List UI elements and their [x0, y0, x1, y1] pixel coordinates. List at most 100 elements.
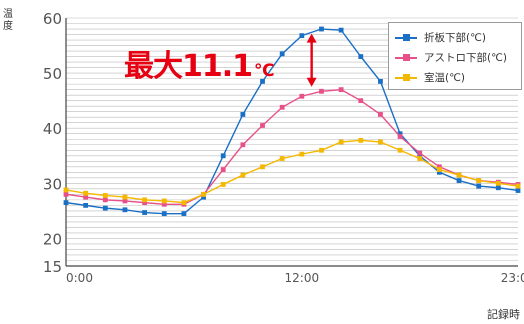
data-point	[220, 167, 226, 172]
y-tick-label: 40	[43, 120, 62, 138]
series-line-2	[65, 139, 519, 204]
data-point	[240, 112, 246, 117]
tick-labels: 15 20 30 40 50 60 0:00 12:00 23:00	[43, 10, 524, 285]
annotation-value: 最大11.1	[124, 49, 253, 84]
data-point	[102, 205, 108, 211]
y-tick-label: 50	[43, 65, 62, 83]
data-point	[319, 26, 324, 32]
data-point	[299, 93, 305, 99]
data-point	[358, 98, 364, 104]
data-point	[83, 194, 89, 200]
data-point	[397, 147, 403, 153]
data-point	[338, 27, 344, 33]
y-tick-label: 20	[43, 230, 62, 248]
data-point	[495, 180, 501, 186]
y-axis-label: 温度	[3, 9, 13, 32]
y-tick-label: 60	[43, 10, 62, 28]
legend-label: 折板下部(℃)	[424, 32, 486, 44]
data-point	[161, 198, 167, 204]
data-point	[142, 197, 148, 203]
x-axis-label: 記録時	[487, 308, 520, 321]
data-point	[417, 153, 423, 159]
data-point	[260, 164, 265, 170]
data-point	[142, 200, 148, 206]
data-point	[161, 211, 167, 217]
max-difference-annotation: 最大11.1 ℃	[124, 41, 275, 85]
y-tick-label: 15	[43, 258, 62, 276]
legend: 折板下部(℃) アストロ下部(℃) 室温(℃)	[388, 22, 522, 90]
data-point	[397, 134, 403, 139]
data-point	[102, 193, 108, 198]
series-lines	[63, 26, 521, 217]
legend-label: アストロ下部(℃)	[424, 52, 507, 64]
data-point	[417, 150, 423, 156]
data-point	[436, 169, 442, 175]
data-point	[181, 200, 187, 206]
data-point	[201, 191, 206, 197]
legend-label: 室温(℃)	[424, 72, 465, 84]
data-point	[515, 188, 521, 193]
data-point	[378, 112, 383, 117]
x-tick-label: 12:00	[285, 271, 320, 285]
data-point	[299, 151, 305, 157]
data-point	[279, 104, 285, 110]
arrow-head-top	[306, 33, 317, 43]
data-point	[436, 167, 442, 172]
data-point	[397, 131, 403, 137]
data-point	[358, 137, 364, 143]
arrow-head-bottom	[306, 77, 317, 87]
data-point	[220, 182, 226, 187]
data-point	[456, 172, 462, 178]
data-point	[378, 139, 383, 145]
data-point	[122, 207, 128, 213]
data-point	[201, 194, 206, 200]
data-point	[63, 187, 69, 193]
annotation-unit: ℃	[254, 61, 275, 81]
legend-marker-icon	[403, 74, 410, 81]
legend-marker-icon	[403, 54, 410, 61]
x-tick-label: 0:00	[66, 271, 93, 285]
legend-item-series-0: 折板下部(℃)	[389, 29, 521, 47]
data-point	[338, 139, 344, 145]
data-point	[319, 147, 324, 153]
data-point	[417, 156, 423, 161]
data-point	[279, 51, 285, 57]
data-point	[378, 78, 383, 84]
data-point	[102, 197, 108, 203]
annotation-arrow	[306, 33, 317, 87]
data-point	[161, 201, 167, 207]
x-tick-label: 23:00	[501, 271, 524, 285]
data-point	[476, 178, 482, 183]
data-point	[338, 87, 344, 93]
series-line-0	[65, 28, 519, 215]
axes	[65, 18, 518, 267]
data-point	[319, 88, 324, 94]
data-point	[142, 210, 148, 215]
data-point	[456, 178, 462, 183]
data-point	[260, 78, 265, 84]
series-line-1	[65, 88, 519, 205]
data-point	[63, 200, 69, 206]
data-point	[83, 190, 89, 196]
data-point	[122, 198, 128, 204]
y-tick-label: 30	[43, 175, 62, 193]
data-point	[83, 202, 89, 208]
data-point	[122, 194, 128, 200]
data-point	[436, 164, 442, 170]
data-point	[279, 156, 285, 161]
data-point	[476, 183, 482, 189]
legend-item-series-1: アストロ下部(℃)	[389, 49, 521, 67]
data-point	[240, 142, 246, 148]
data-point	[220, 153, 226, 159]
data-point	[240, 172, 246, 178]
data-point	[515, 183, 521, 189]
legend-item-series-2: 室温(℃)	[389, 69, 521, 87]
data-point	[181, 211, 187, 217]
data-point	[260, 123, 265, 128]
data-point	[299, 33, 305, 39]
data-point	[358, 54, 364, 59]
data-point	[495, 185, 501, 191]
data-point	[63, 191, 69, 197]
legend-marker-icon	[403, 34, 410, 41]
